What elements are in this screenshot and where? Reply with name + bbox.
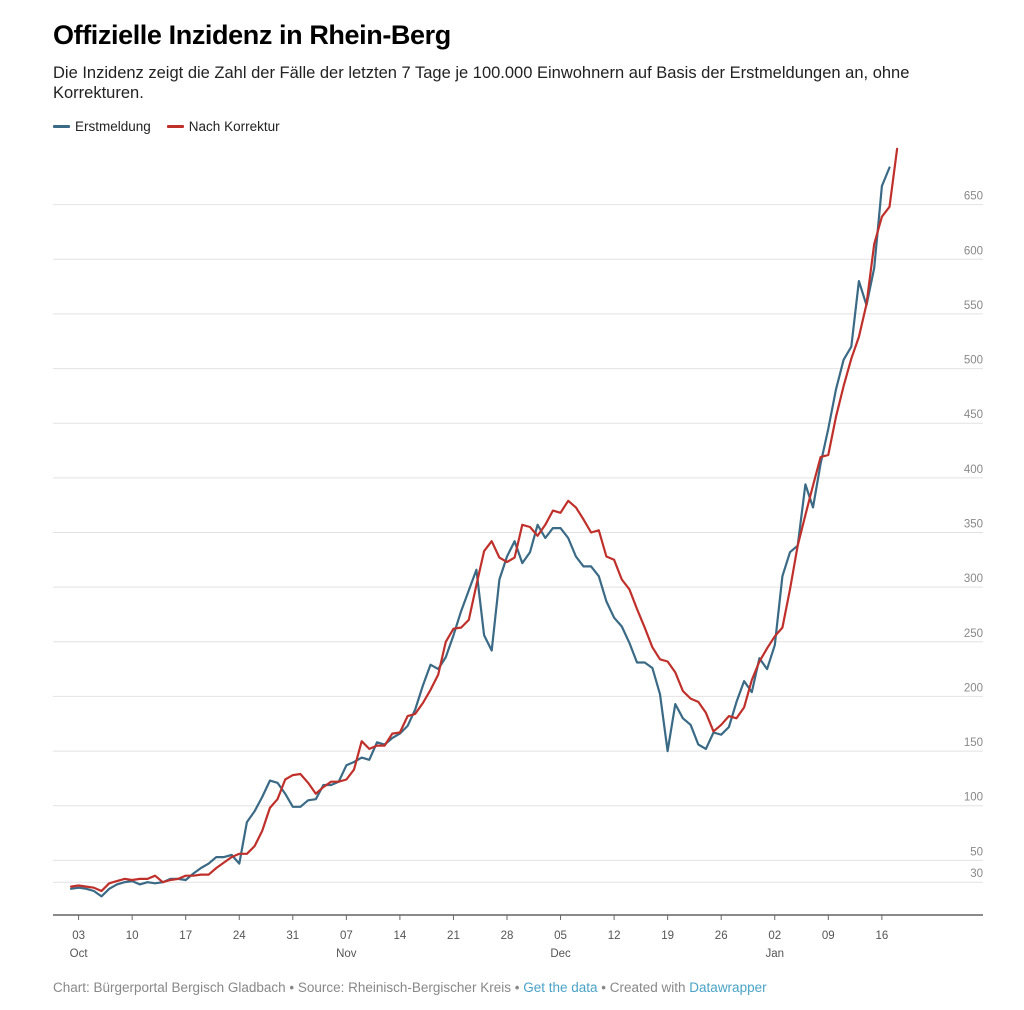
x-tick-label-2021-01-16: 16 bbox=[875, 930, 888, 942]
legend-swatch-erstmeldung bbox=[53, 125, 70, 128]
x-month-label-oct: Oct bbox=[70, 948, 89, 960]
x-tick-label-2020-10-10: 10 bbox=[126, 930, 139, 942]
x-tick-label-2020-12-05: 05 bbox=[554, 930, 567, 942]
legend-swatch-nach-korrektur bbox=[166, 125, 184, 128]
x-tick-label-2020-11-14: 14 bbox=[394, 930, 407, 942]
y-tick-label-450: 450 bbox=[964, 409, 983, 421]
legend-item-erstmeldung: Erstmeldung bbox=[53, 119, 151, 134]
legend-label-erstmeldung: Erstmeldung bbox=[75, 119, 151, 134]
x-tick-label-2021-01-09: 09 bbox=[822, 930, 835, 942]
y-tick-label-100: 100 bbox=[964, 792, 983, 804]
legend-item-nach-korrektur: Nach Korrektur bbox=[166, 119, 280, 134]
y-tick-label-200: 200 bbox=[964, 682, 983, 694]
footer-created-with: Created with bbox=[609, 980, 686, 995]
datawrapper-link[interactable]: Datawrapper bbox=[689, 980, 767, 995]
x-tick-label-2020-10-03: 03 bbox=[72, 930, 85, 942]
x-tick-label-2020-10-31: 31 bbox=[286, 930, 299, 942]
x-month-label-nov: Nov bbox=[336, 948, 357, 960]
x-tick-label-2021-01-02: 02 bbox=[768, 930, 781, 942]
chart-title: Offizielle Inzidenz in Rhein-Berg bbox=[53, 20, 451, 50]
y-tick-label-650: 650 bbox=[964, 191, 983, 203]
legend-label-nach-korrektur: Nach Korrektur bbox=[188, 119, 280, 134]
x-tick-label-2020-10-24: 24 bbox=[233, 930, 246, 942]
x-tick-label-2020-11-21: 21 bbox=[447, 930, 460, 942]
footer-source: Source: Rheinisch-Bergischer Kreis bbox=[297, 980, 511, 995]
x-tick-label-2020-12-19: 19 bbox=[661, 930, 674, 942]
x-tick-label-2020-11-28: 28 bbox=[501, 930, 514, 942]
y-tick-label-300: 300 bbox=[964, 573, 983, 585]
y-tick-label-350: 350 bbox=[964, 519, 983, 531]
series-line-erstmeldung bbox=[69, 166, 891, 898]
y-tick-label-500: 500 bbox=[964, 355, 983, 367]
chart-subtitle: Die Inzidenz zeigt die Zahl der Fälle de… bbox=[53, 64, 910, 102]
y-tick-label-550: 550 bbox=[964, 300, 983, 312]
get-the-data-link[interactable]: Get the data bbox=[523, 980, 598, 995]
line-chart: 30 50 100 150 200 250 300 350 400 450 500 550 600 650… bbox=[53, 147, 983, 960]
y-tick-label-250: 250 bbox=[964, 628, 983, 640]
y-tick-label-600: 600 bbox=[964, 245, 983, 257]
footer-credit: Chart: Bürgerportal Bergisch Gladbach bbox=[53, 980, 286, 995]
y-tick-label-30: 30 bbox=[970, 868, 983, 880]
x-tick-label-2020-12-26: 26 bbox=[715, 930, 728, 942]
chart-footer: Chart: Bürgerportal Bergisch Gladbach • … bbox=[53, 980, 767, 995]
y-tick-label-50: 50 bbox=[970, 846, 983, 858]
x-tick-label-2020-10-17: 17 bbox=[179, 930, 192, 942]
y-tick-label-150: 150 bbox=[964, 737, 983, 749]
footer-separator-2: • bbox=[510, 980, 524, 995]
x-month-label-dec: Dec bbox=[550, 948, 571, 960]
chart-legend: Erstmeldung Nach Korrektur bbox=[53, 119, 280, 134]
footer-separator-1: • bbox=[285, 980, 298, 995]
series-line-nach-korrektur bbox=[69, 147, 899, 893]
footer-separator-3: • bbox=[597, 980, 610, 995]
x-tick-label-2020-11-07: 07 bbox=[340, 930, 353, 942]
x-tick-label-2020-12-12: 12 bbox=[608, 930, 621, 942]
x-month-label-jan: Jan bbox=[765, 948, 784, 960]
y-tick-label-400: 400 bbox=[964, 464, 983, 476]
